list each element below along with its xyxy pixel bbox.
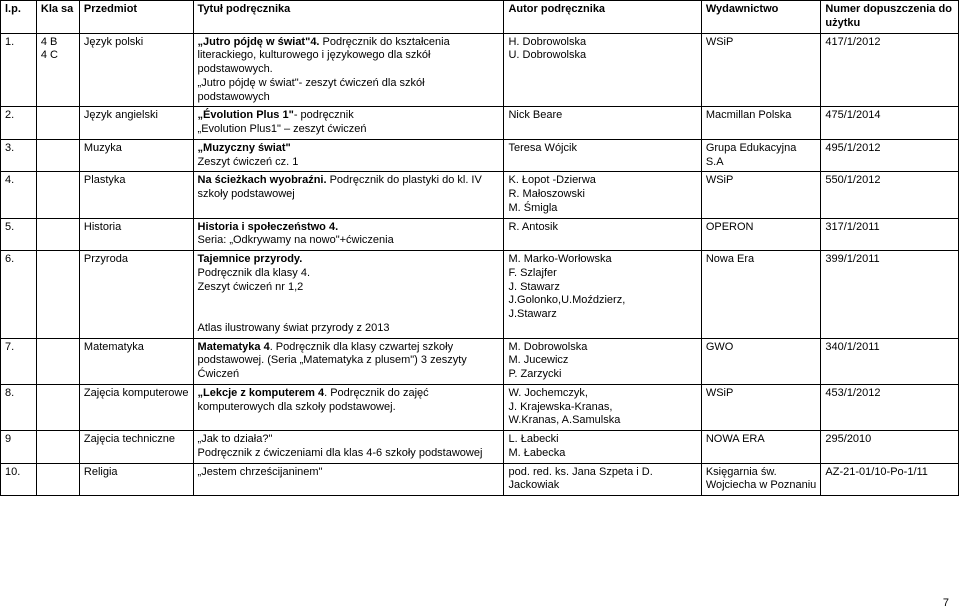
cell-tytul: „Lekcje z komputerem 4. Podręcznik do za…	[193, 384, 504, 430]
cell-lp: 9	[1, 431, 37, 464]
cell-przedmiot: Zajęcia komputerowe	[79, 384, 193, 430]
cell-przedmiot: Język polski	[79, 33, 193, 107]
cell-przedmiot: Przyroda	[79, 251, 193, 339]
table-row: 6. PrzyrodaTajemnice przyrody.Podręcznik …	[1, 251, 959, 339]
cell-tytul: „Muzyczny świat"Zeszyt ćwiczeń cz. 1	[193, 139, 504, 172]
table-row: 2. Język angielski„Évolution Plus 1"- pod…	[1, 107, 959, 140]
cell-numer: 295/2010	[821, 431, 959, 464]
cell-przedmiot: Matematyka	[79, 338, 193, 384]
cell-tytul: „Jestem chrześcijaninem"	[193, 463, 504, 496]
cell-numer: 340/1/2011	[821, 338, 959, 384]
cell-przedmiot: Zajęcia techniczne	[79, 431, 193, 464]
cell-lp: 3.	[1, 139, 37, 172]
cell-wyd: OPERON	[701, 218, 821, 251]
cell-lp: 7.	[1, 338, 37, 384]
cell-autor: K. Łopot -DzierwaR. MałoszowskiM. Śmigla	[504, 172, 701, 218]
cell-klasa: 4 B4 C	[36, 33, 79, 107]
cell-autor: L. ŁabeckiM. Łabecka	[504, 431, 701, 464]
cell-tytul: Na ścieżkach wyobraźni. Podręcznik do pl…	[193, 172, 504, 218]
cell-autor: W. Jochemczyk,J. Krajewska-Kranas,W.Kran…	[504, 384, 701, 430]
cell-tytul: Tajemnice przyrody.Podręcznik dla klasy …	[193, 251, 504, 339]
cell-numer: 417/1/2012	[821, 33, 959, 107]
cell-tytul: Historia i społeczeństwo 4.Seria: „Odkry…	[193, 218, 504, 251]
cell-klasa	[36, 338, 79, 384]
cell-lp: 4.	[1, 172, 37, 218]
cell-autor: pod. red. ks. Jana Szpeta i D. Jackowiak	[504, 463, 701, 496]
cell-klasa	[36, 218, 79, 251]
cell-wyd: NOWA ERA	[701, 431, 821, 464]
cell-numer: 495/1/2012	[821, 139, 959, 172]
cell-tytul: „Évolution Plus 1"- podręcznik„Evolution…	[193, 107, 504, 140]
cell-lp: 10.	[1, 463, 37, 496]
cell-lp: 1.	[1, 33, 37, 107]
cell-numer: 399/1/2011	[821, 251, 959, 339]
table-row: 9 Zajęcia techniczne„Jak to działa?"Podrę…	[1, 431, 959, 464]
cell-wyd: WSiP	[701, 33, 821, 107]
cell-tytul: „Jak to działa?"Podręcznik z ćwiczeniami…	[193, 431, 504, 464]
table-row: 10. Religia„Jestem chrześcijaninem"pod. r…	[1, 463, 959, 496]
cell-klasa	[36, 431, 79, 464]
cell-lp: 5.	[1, 218, 37, 251]
cell-wyd: Grupa Edukacyjna S.A	[701, 139, 821, 172]
cell-wyd: Macmillan Polska	[701, 107, 821, 140]
table-header-row: l.p. Kla sa Przedmiot Tytuł podręcznika …	[1, 1, 959, 34]
header-lp: l.p.	[1, 1, 37, 34]
cell-wyd: WSiP	[701, 172, 821, 218]
page-number: 7	[943, 597, 949, 609]
cell-autor: H. DobrowolskaU. Dobrowolska	[504, 33, 701, 107]
cell-numer: 475/1/2014	[821, 107, 959, 140]
header-przedmiot: Przedmiot	[79, 1, 193, 34]
table-row: 5. HistoriaHistoria i społeczeństwo 4.Ser…	[1, 218, 959, 251]
cell-tytul: Matematyka 4. Podręcznik dla klasy czwar…	[193, 338, 504, 384]
cell-klasa	[36, 463, 79, 496]
cell-klasa	[36, 251, 79, 339]
table-row: 7. MatematykaMatematyka 4. Podręcznik dla…	[1, 338, 959, 384]
cell-lp: 8.	[1, 384, 37, 430]
cell-lp: 2.	[1, 107, 37, 140]
cell-klasa	[36, 139, 79, 172]
cell-tytul: „Jutro pójdę w świat"4. Podręcznik do ks…	[193, 33, 504, 107]
table-row: 1.4 B4 CJęzyk polski„Jutro pójdę w świat…	[1, 33, 959, 107]
cell-numer: 453/1/2012	[821, 384, 959, 430]
table-body: 1.4 B4 CJęzyk polski„Jutro pójdę w świat…	[1, 33, 959, 496]
cell-wyd: Nowa Era	[701, 251, 821, 339]
cell-numer: 550/1/2012	[821, 172, 959, 218]
table-row: 3. Muzyka„Muzyczny świat"Zeszyt ćwiczeń c…	[1, 139, 959, 172]
cell-wyd: WSiP	[701, 384, 821, 430]
cell-wyd: GWO	[701, 338, 821, 384]
cell-wyd: Księgarnia św. Wojciecha w Poznaniu	[701, 463, 821, 496]
cell-autor: Nick Beare	[504, 107, 701, 140]
cell-klasa	[36, 107, 79, 140]
header-autor: Autor podręcznika	[504, 1, 701, 34]
header-wydawnictwo: Wydawnictwo	[701, 1, 821, 34]
cell-numer: AZ-21-01/10-Po-1/11	[821, 463, 959, 496]
cell-przedmiot: Język angielski	[79, 107, 193, 140]
header-klasa: Kla sa	[36, 1, 79, 34]
cell-autor: M. DobrowolskaM. JucewiczP. Zarzycki	[504, 338, 701, 384]
cell-autor: R. Antosik	[504, 218, 701, 251]
header-tytul: Tytuł podręcznika	[193, 1, 504, 34]
cell-przedmiot: Plastyka	[79, 172, 193, 218]
cell-lp: 6.	[1, 251, 37, 339]
cell-numer: 317/1/2011	[821, 218, 959, 251]
textbook-table: l.p. Kla sa Przedmiot Tytuł podręcznika …	[0, 0, 959, 496]
cell-autor: Teresa Wójcik	[504, 139, 701, 172]
cell-przedmiot: Historia	[79, 218, 193, 251]
cell-autor: M. Marko-WorłowskaF. SzlajferJ. StawarzJ…	[504, 251, 701, 339]
table-row: 8. Zajęcia komputerowe„Lekcje z komputere…	[1, 384, 959, 430]
cell-przedmiot: Religia	[79, 463, 193, 496]
header-numer: Numer dopuszczenia do użytku	[821, 1, 959, 34]
table-row: 4. PlastykaNa ścieżkach wyobraźni. Podręc…	[1, 172, 959, 218]
cell-klasa	[36, 172, 79, 218]
cell-klasa	[36, 384, 79, 430]
cell-przedmiot: Muzyka	[79, 139, 193, 172]
